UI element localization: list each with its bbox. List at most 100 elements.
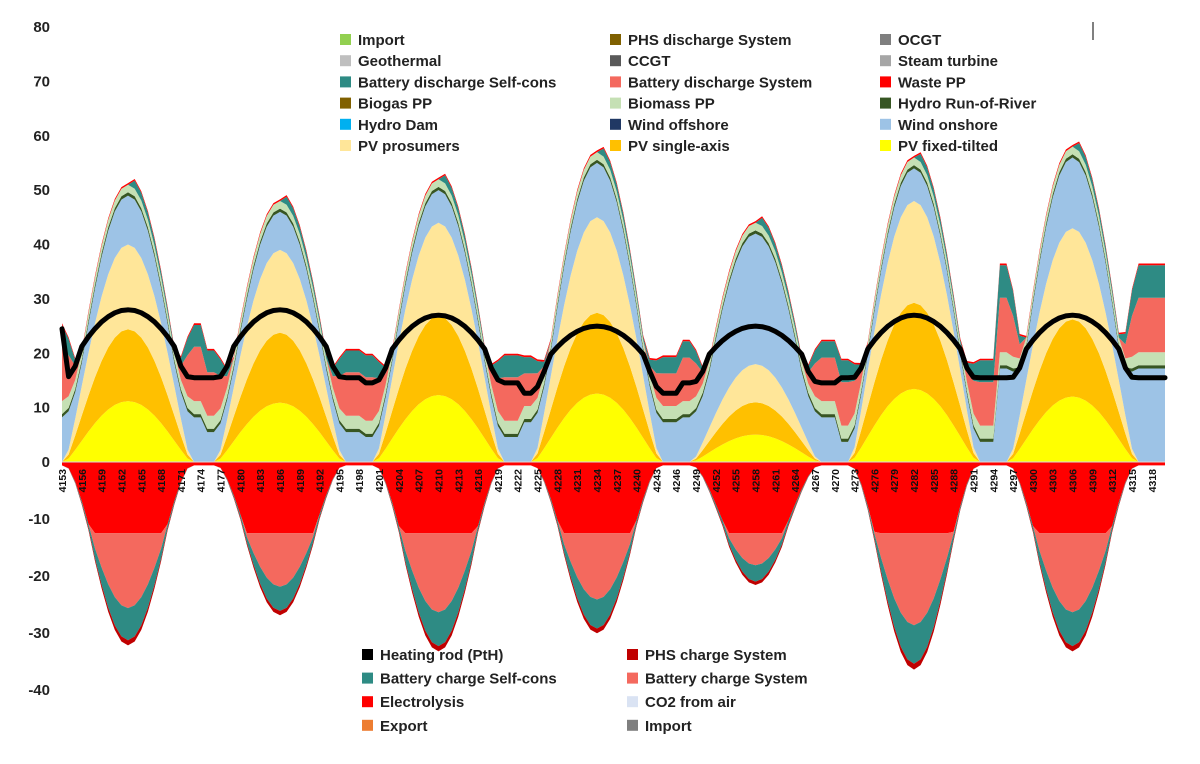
y-tick-label: 70 <box>33 73 50 90</box>
x-tick-label: 4231 <box>572 469 584 493</box>
y-tick-label: 30 <box>33 291 50 308</box>
y-tick-label: -10 <box>28 511 50 528</box>
legend-swatch-waste-pp <box>880 76 891 88</box>
x-tick-label: 4318 <box>1147 469 1159 493</box>
x-tick-label: 4219 <box>493 469 505 493</box>
y-tick-label: 80 <box>33 19 50 36</box>
x-tick-label: 4315 <box>1127 469 1139 493</box>
x-tick-label: 4291 <box>969 469 981 493</box>
legend-label-wind-offshore: Wind offshore <box>628 117 729 134</box>
legend-label-import: Import <box>358 32 405 49</box>
legend-swatch-hydro-run-of-river <box>880 97 891 109</box>
legend-label-import: Import <box>645 718 692 735</box>
series-area-biomass-pp <box>62 146 1165 439</box>
x-tick-label: 4246 <box>671 469 683 493</box>
heating-rod-line <box>59 307 1168 396</box>
y-tick-label: 10 <box>33 400 50 417</box>
x-tick-label: 4216 <box>473 469 485 493</box>
x-tick-label: 4255 <box>731 469 743 493</box>
series-area-electrolysis <box>62 462 1165 534</box>
x-tick-label: 4162 <box>116 469 128 493</box>
x-tick-label: 4261 <box>770 469 782 493</box>
series-area-pv-prosumers <box>62 201 1165 462</box>
series-area-battery-charge-system <box>62 465 1165 626</box>
y-axis: 80 70 60 50 40 30 20 10 0 -10 -20 -30 -40 <box>28 19 50 699</box>
legend-swatch-pv-fixed-tilted <box>880 140 891 151</box>
legend-swatch-ccgt <box>610 55 621 67</box>
legend-label-pv-fixed-tilted: PV fixed-tilted <box>898 138 998 155</box>
legend-label-battery-charge-system: Battery charge System <box>645 671 808 688</box>
x-tick-label: 4282 <box>909 469 921 493</box>
legend-label-heating-rod-pth-: Heating rod (PtH) <box>380 647 503 664</box>
series-area-wind-onshore <box>62 157 1165 462</box>
x-tick-label: 4198 <box>354 469 366 493</box>
x-tick-label: 4168 <box>156 469 168 493</box>
legend-label-ocgt: OCGT <box>898 32 941 49</box>
legend-label-battery-discharge-system: Battery discharge System <box>628 74 812 91</box>
x-tick-label: 4267 <box>810 469 822 493</box>
legend-swatch-hydro-dam <box>340 118 351 130</box>
x-tick-label: 4309 <box>1087 469 1099 493</box>
x-tick-label: 4237 <box>612 469 624 493</box>
y-tick-label: 40 <box>33 237 50 254</box>
legend-swatch-steam-turbine <box>880 55 891 67</box>
x-tick-label: 4159 <box>97 469 109 493</box>
x-tick-label: 4186 <box>275 469 287 493</box>
legend-swatch-wind-offshore <box>610 118 621 130</box>
x-tick-label: 4252 <box>711 469 723 493</box>
x-tick-label: 4210 <box>434 469 446 493</box>
x-tick-label: 4240 <box>632 469 644 493</box>
x-tick-label: 4153 <box>57 469 69 493</box>
x-tick-label: 4228 <box>552 469 564 493</box>
legend-label-biomass-pp: Biomass PP <box>628 96 715 113</box>
series-area-pv-fixed-tilted <box>62 388 1165 462</box>
legend-label-steam-turbine: Steam turbine <box>898 53 998 70</box>
legend-label-phs-discharge-system: PHS discharge System <box>628 32 791 49</box>
x-tick-label: 4204 <box>394 469 406 493</box>
x-tick-label: 4285 <box>929 469 941 493</box>
x-axis: 4153 4156 4159 4162 4165 4168 4171 4174 4177 4180… <box>57 461 1165 493</box>
supply-areas <box>62 141 1165 462</box>
x-tick-label: 4243 <box>651 469 663 493</box>
demand-legend: Heating rod (PtH) PHS charge System Batter… <box>362 647 808 735</box>
series-area-hydro-run-of-river <box>62 154 1165 442</box>
legend-label-export: Export <box>380 718 428 735</box>
legend-label-ccgt: CCGT <box>628 53 671 70</box>
x-tick-label: 4300 <box>1028 469 1040 493</box>
x-tick-label: 4156 <box>77 469 89 493</box>
x-tick-label: 4171 <box>176 469 188 493</box>
legend-label-pv-prosumers: PV prosumers <box>358 138 460 155</box>
legend-label-battery-discharge-self-cons: Battery discharge Self-cons <box>358 74 556 91</box>
demand-areas <box>62 462 1165 670</box>
x-tick-label: 4225 <box>533 469 545 493</box>
legend-label-phs-charge-system: PHS charge System <box>645 647 787 664</box>
legend-label-hydro-run-of-river: Hydro Run-of-River <box>898 96 1036 113</box>
legend-label-battery-charge-self-cons: Battery charge Self-cons <box>380 671 557 688</box>
legend-label-pv-single-axis: PV single-axis <box>628 138 730 155</box>
x-tick-label: 4279 <box>889 469 901 493</box>
legend-swatch-heating-rod-pth- <box>362 649 373 660</box>
x-tick-label: 4165 <box>136 469 148 493</box>
legend-label-hydro-dam: Hydro Dam <box>358 117 438 134</box>
y-tick-label: -40 <box>28 682 50 699</box>
x-tick-label: 4177 <box>216 469 228 493</box>
legend-swatch-wind-onshore <box>880 118 891 130</box>
legend-label-wind-onshore: Wind onshore <box>898 117 998 134</box>
legend-swatch-pv-single-axis <box>610 140 621 151</box>
x-tick-label: 4294 <box>988 469 1000 493</box>
legend-swatch-biogas-pp <box>340 97 351 109</box>
legend-swatch-electrolysis <box>362 696 373 708</box>
legend-label-electrolysis: Electrolysis <box>380 694 464 711</box>
x-tick-label: 4207 <box>414 469 426 493</box>
legend-label-biogas-pp: Biogas PP <box>358 96 432 113</box>
x-tick-label: 4180 <box>235 469 247 493</box>
legend-swatch-battery-discharge-system <box>610 76 621 88</box>
legend-swatch-battery-discharge-self-cons <box>340 76 351 88</box>
x-tick-label: 4192 <box>315 469 327 493</box>
heating-rod-line-path <box>59 307 1168 396</box>
x-tick-label: 4213 <box>453 469 465 493</box>
x-tick-label: 4183 <box>255 469 267 493</box>
legend-swatch-phs-discharge-system <box>610 34 621 45</box>
x-tick-label: 4264 <box>790 469 802 493</box>
